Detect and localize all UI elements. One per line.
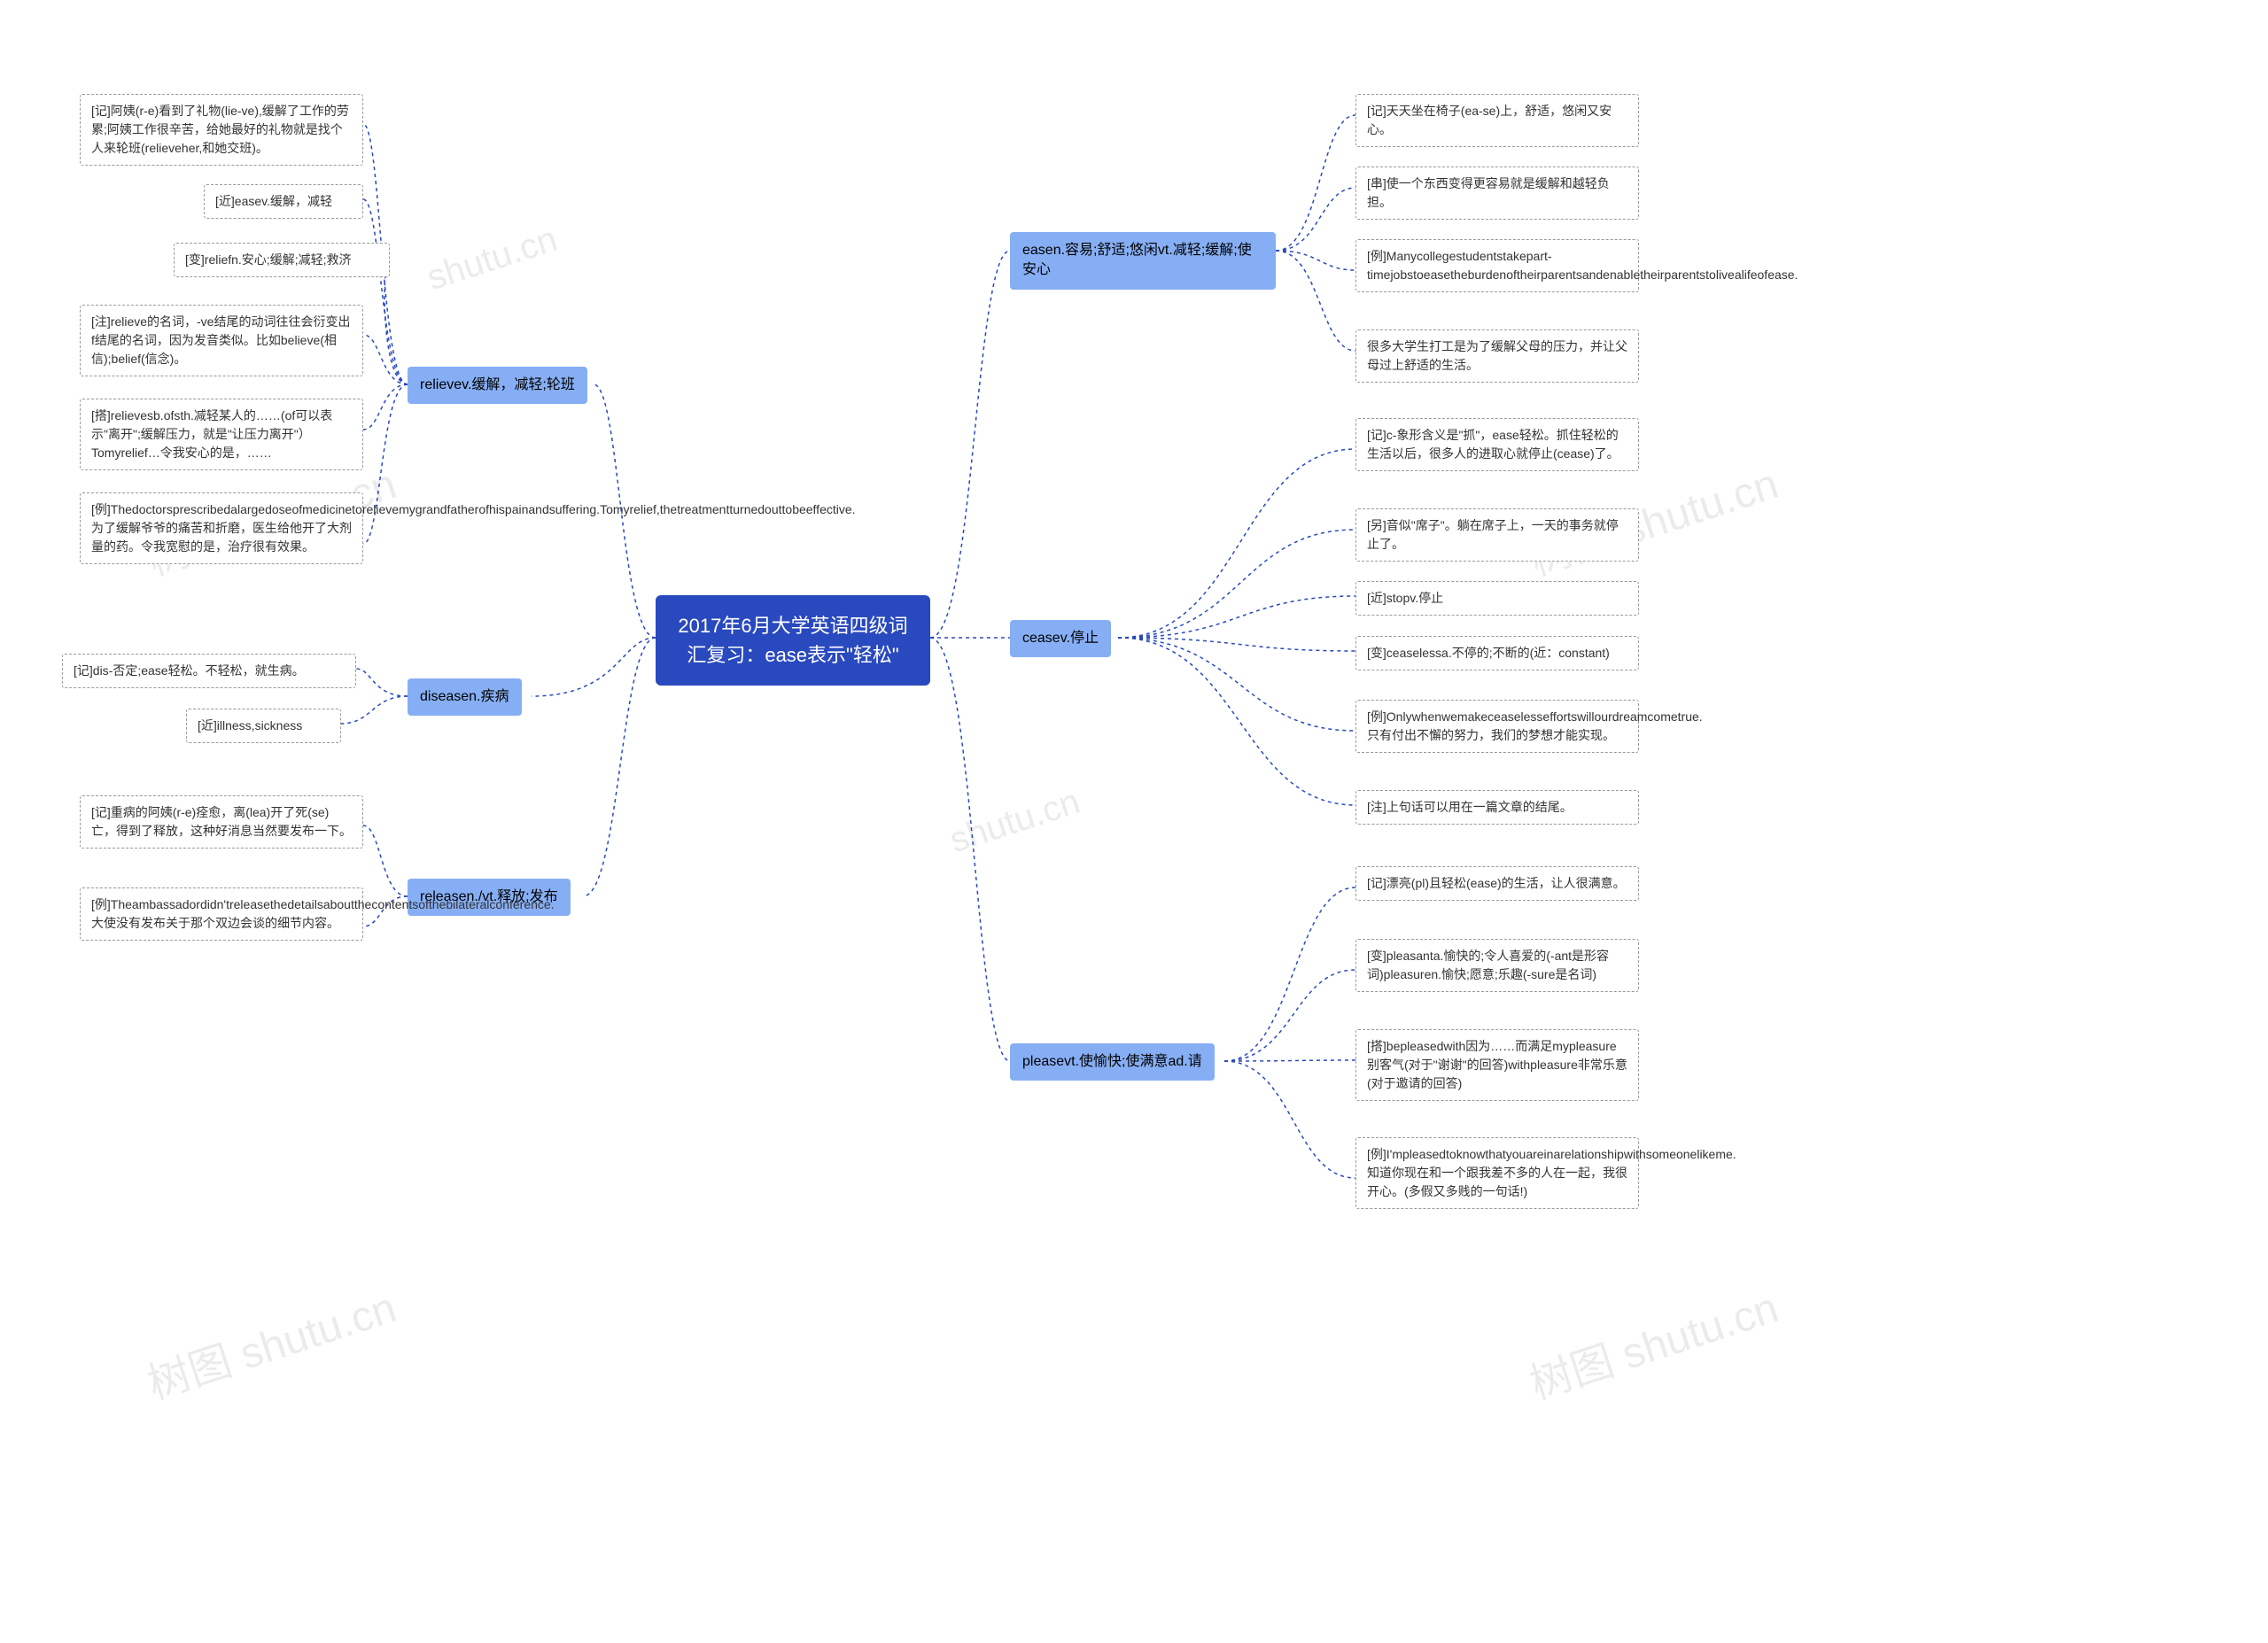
watermark: shutu.cn [423, 220, 563, 299]
leaf-release-1: [例]Theambassadordidn'treleasethedetailsa… [80, 887, 363, 941]
watermark: 树图 shutu.cn [1520, 1273, 1784, 1411]
leaf-please-2: [搭]bepleasedwith因为……而满足mypleasure别客气(对于"… [1355, 1029, 1639, 1101]
leaf-cease-0: [记]c-象形含义是"抓"，ease轻松。抓住轻松的生活以后，很多人的进取心就停… [1355, 418, 1639, 471]
leaf-ease-2: [例]Manycollegestudentstakepart-timejobst… [1355, 239, 1639, 292]
watermark: 树图 shutu.cn [138, 1273, 402, 1411]
center-node: 2017年6月大学英语四级词汇复习：ease表示"轻松" [656, 595, 930, 686]
branch-disease: diseasen.疾病 [408, 678, 522, 716]
leaf-please-3: [例]I'mpleasedtoknowthatyouareinarelation… [1355, 1137, 1639, 1209]
watermark: shutu.cn [945, 782, 1085, 862]
leaf-cease-5: [注]上句话可以用在一篇文章的结尾。 [1355, 790, 1639, 825]
branch-please: pleasevt.使愉快;使满意ad.请 [1010, 1043, 1215, 1081]
leaf-please-0: [记]漂亮(pl)且轻松(ease)的生活，让人很满意。 [1355, 866, 1639, 901]
leaf-relieve-0: [记]阿姨(r-e)看到了礼物(lie-ve),缓解了工作的劳累;阿姨工作很辛苦… [80, 94, 363, 166]
leaf-cease-4: [例]Onlywhenwemakeceaselesseffortswillour… [1355, 700, 1639, 753]
branch-cease: ceasev.停止 [1010, 620, 1111, 657]
leaf-relieve-2: [变]reliefn.安心;缓解;减轻;救济 [174, 243, 390, 277]
leaf-relieve-3: [注]relieve的名词，-ve结尾的动词往往会衍变出f结尾的名词，因为发音类… [80, 305, 363, 376]
leaf-cease-3: [变]ceaselessa.不停的;不断的(近：constant) [1355, 636, 1639, 670]
leaf-please-1: [变]pleasanta.愉快的;令人喜爱的(-ant是形容词)pleasure… [1355, 939, 1639, 992]
leaf-cease-1: [另]音似"席子"。躺在席子上，一天的事务就停止了。 [1355, 508, 1639, 562]
leaf-release-0: [记]重病的阿姨(r-e)痊愈，离(lea)开了死(se)亡，得到了释放，这种好… [80, 795, 363, 849]
branch-ease: easen.容易;舒适;悠闲vt.减轻;缓解;使安心 [1010, 232, 1276, 290]
leaf-cease-2: [近]stopv.停止 [1355, 581, 1639, 616]
leaf-ease-1: [串]使一个东西变得更容易就是缓解和越轻负担。 [1355, 167, 1639, 220]
leaf-relieve-1: [近]easev.缓解，减轻 [204, 184, 363, 219]
leaf-ease-0: [记]天天坐在椅子(ea-se)上，舒适，悠闲又安心。 [1355, 94, 1639, 147]
leaf-disease-1: [近]illness,sickness [186, 709, 341, 743]
leaf-relieve-4: [搭]relievesb.ofsth.减轻某人的……(of可以表示"离开";缓解… [80, 399, 363, 470]
branch-relieve: relievev.缓解，减轻;轮班 [408, 367, 587, 404]
leaf-relieve-5: [例]Thedoctorsprescribedalargedoseofmedic… [80, 492, 363, 564]
leaf-disease-0: [记]dis-否定;ease轻松。不轻松，就生病。 [62, 654, 356, 688]
leaf-ease-3: 很多大学生打工是为了缓解父母的压力，并让父母过上舒适的生活。 [1355, 329, 1639, 383]
